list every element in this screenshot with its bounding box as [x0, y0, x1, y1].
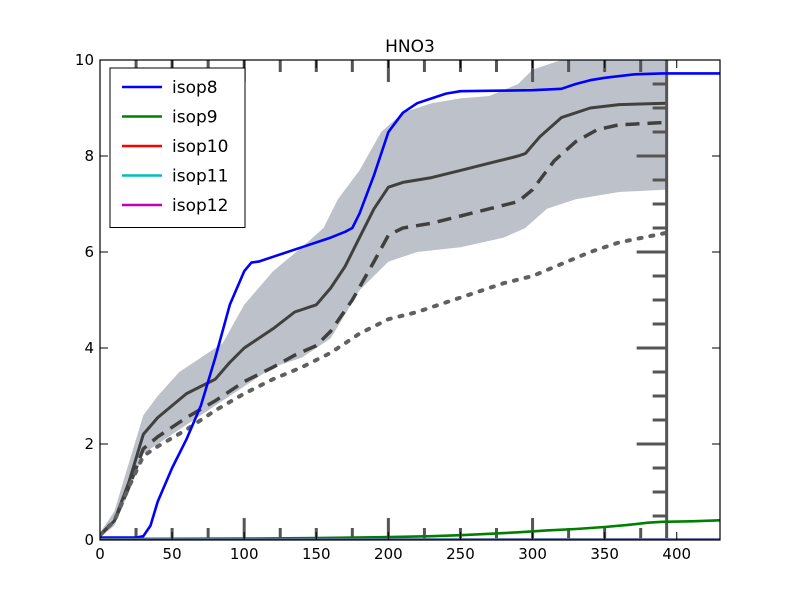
- chart-title: HNO3: [385, 37, 435, 57]
- series-line-isop8: [100, 72, 720, 539]
- series-line-isop9: [100, 519, 720, 540]
- x-tick-label: 150: [302, 545, 331, 563]
- median-line: [100, 101, 667, 537]
- x-tick-label: 350: [590, 545, 619, 563]
- x-tick-label: 200: [374, 545, 403, 563]
- x-tick-label: 300: [518, 545, 547, 563]
- background-figure: [100, 60, 669, 540]
- x-tick-label: 400: [662, 545, 691, 563]
- dotted-line: [100, 230, 669, 538]
- axes: 0 50 100 150 200 250 300 350 400 0 2 4 6 8 10: [75, 51, 721, 563]
- mean-dashed-line: [100, 120, 667, 537]
- plot-frame: [99, 59, 721, 541]
- y-tick-label: 6: [84, 243, 94, 261]
- legend-label-isop11: isop11: [172, 167, 228, 187]
- legend: isop8 isop9 isop10 isop11 isop12: [109, 67, 246, 228]
- x-tick-label: 50: [163, 545, 182, 563]
- y-tick-label: 10: [75, 51, 94, 69]
- y-tick-label: 2: [84, 435, 94, 453]
- legend-label-isop9: isop9: [172, 108, 218, 128]
- legend-box: [109, 67, 246, 228]
- legend-label-isop12: isop12: [172, 196, 228, 216]
- legend-label-isop8: isop8: [172, 78, 218, 98]
- legend-label-isop10: isop10: [172, 137, 228, 157]
- y-tick-label: 8: [84, 147, 94, 165]
- x-tick-label: 100: [230, 545, 259, 563]
- reference-band: [100, 60, 667, 538]
- x-tick-label: 0: [95, 545, 105, 563]
- y-tick-label: 4: [84, 339, 94, 357]
- y-tick-label: 0: [84, 531, 94, 549]
- x-tick-label: 250: [446, 545, 475, 563]
